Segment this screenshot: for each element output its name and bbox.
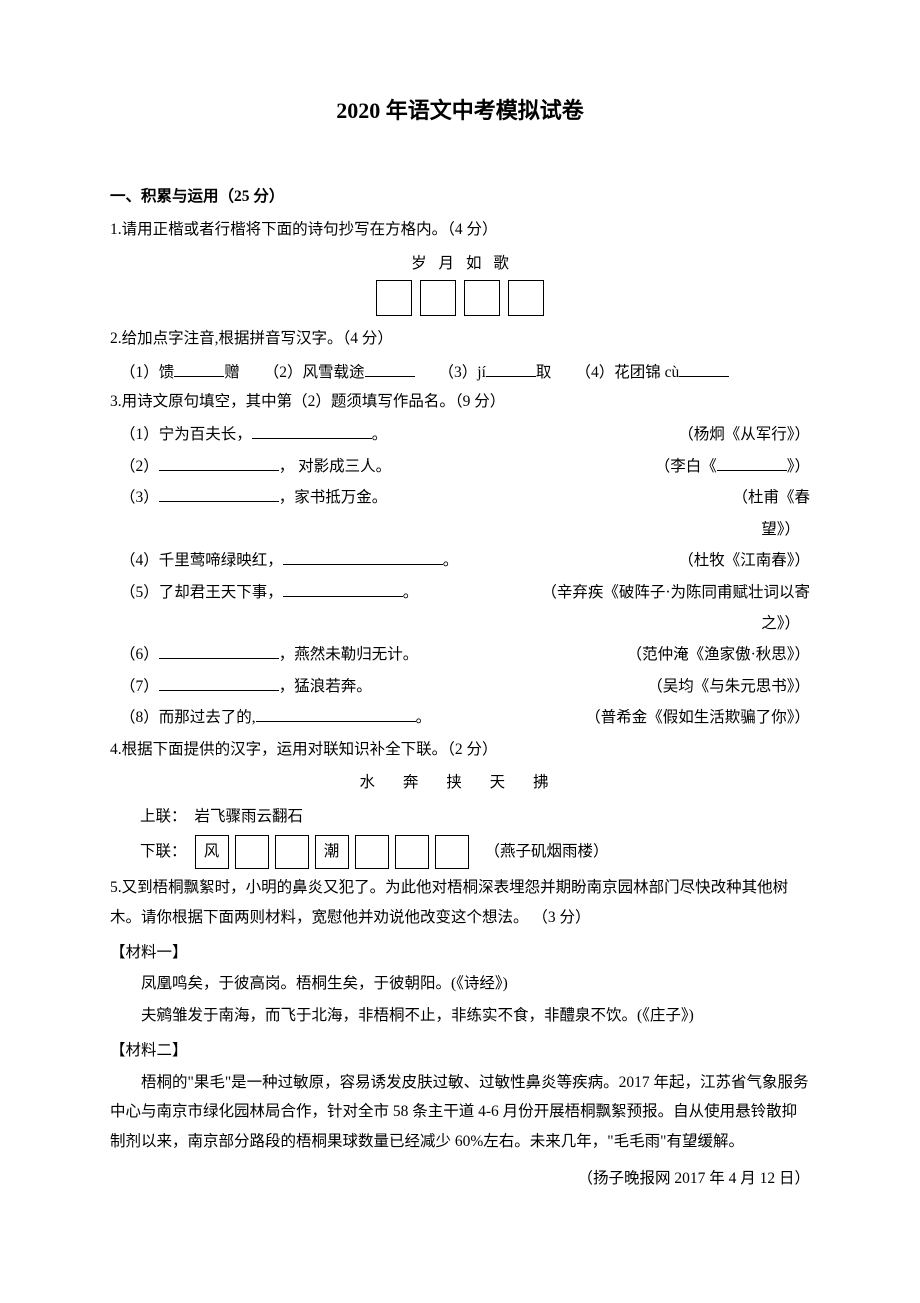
q3-5-left: （5）了却君王天下事， <box>120 584 283 601</box>
q3-6-mid: ，燕然未勒归无计。 <box>279 646 419 663</box>
q4-lower-couplet: 下联： 风 潮 （燕子矶烟雨楼） <box>140 835 810 869</box>
section-1-heading: 一、积累与运用（25 分） <box>110 182 810 211</box>
answer-box[interactable] <box>435 835 469 869</box>
answer-box[interactable] <box>464 280 500 316</box>
blank[interactable] <box>159 644 279 660</box>
q2-sub3-b: 取 <box>536 364 552 381</box>
q2-sub1-a: （1）馈 <box>120 364 174 381</box>
q1-answer-boxes <box>110 280 810 316</box>
q1-char-4: 歌 <box>493 255 509 272</box>
question-5: 5.又到梧桐飘絮时，小明的鼻炎又犯了。为此他对梧桐深表埋怨并期盼南京园林部门尽快… <box>110 873 810 932</box>
q4-upper-couplet: 上联： 岩飞骤雨云翻石 <box>140 802 810 831</box>
q1-char-2: 月 <box>439 255 455 272</box>
blank[interactable] <box>252 424 372 440</box>
q3-3-src-b: 望》） <box>110 515 800 544</box>
answer-box[interactable]: 潮 <box>315 835 349 869</box>
q2-sub2-a: （2）风雪载途 <box>264 364 365 381</box>
q3-2-left: （2） <box>120 458 159 475</box>
answer-box[interactable] <box>420 280 456 316</box>
question-1: 1.请用正楷或者行楷将下面的诗句抄写在方格内。（4 分） <box>110 215 810 244</box>
blank[interactable] <box>679 361 729 377</box>
material-1-head: 【材料一】 <box>110 938 810 967</box>
q2-sub1-b: 赠 <box>224 364 240 381</box>
question-2: 2.给加点字注音,根据拼音写汉字。（4 分） <box>110 324 810 353</box>
blank[interactable] <box>159 455 279 471</box>
q4-note: （燕子矶烟雨楼） <box>485 837 609 866</box>
q2-sub3: （3）jí 取 <box>439 358 552 387</box>
material-2-p1: 梧桐的"果毛"是一种过敏原，容易诱发皮肤过敏、过敏性鼻炎等疾病。2017 年起，… <box>110 1068 810 1156</box>
material-1-p2: 夫鹓雏发于南海，而飞于北海，非梧桐不止，非练实不食，非醴泉不饮。(《庄子》) <box>110 1001 810 1030</box>
q3-line-5: （5）了却君王天下事， 。 （辛弃疾《破阵子·为陈同甫赋壮词以寄 <box>120 578 810 607</box>
q3-3-src-a: （杜甫《春 <box>732 483 810 512</box>
material-2-head: 【材料二】 <box>110 1036 810 1065</box>
q3-6-source: （范仲淹《渔家傲·秋思》） <box>627 640 810 669</box>
q3-6-left: （6） <box>120 646 159 663</box>
exam-title: 2020 年语文中考模拟试卷 <box>110 90 810 132</box>
q3-8-end: 。 <box>416 709 432 726</box>
blank[interactable] <box>717 455 787 471</box>
q4-up-label: 上联： <box>140 802 187 831</box>
q1-char-label-row: 岁 月 如 歌 <box>110 249 810 278</box>
q3-line-7: （7） ，猛浪若奔。 （吴均《与朱元思书》） <box>120 672 810 701</box>
material-1-p1: 凤凰鸣矣，于彼高岗。梧桐生矣，于彼朝阳。(《诗经》) <box>110 969 810 998</box>
answer-box[interactable] <box>235 835 269 869</box>
q2-sub3-a: （3）jí <box>439 364 486 381</box>
q3-1-left: （1）宁为百夫长， <box>120 426 252 443</box>
blank[interactable] <box>159 675 279 691</box>
q3-8-left: （8）而那过去了的, <box>120 709 256 726</box>
blank[interactable] <box>283 550 443 566</box>
q3-line-2: （2） ， 对影成三人。 （李白《 》） <box>120 452 810 481</box>
q4-down-label: 下联： <box>140 837 187 866</box>
question-4: 4.根据下面提供的汉字，运用对联知识补全下联。（2 分） <box>110 735 810 764</box>
answer-box[interactable] <box>275 835 309 869</box>
q2-subquestions: （1）馈 赠 （2）风雪载途 （3）jí 取 （4）花团锦 cù <box>120 358 810 387</box>
q2-sub4-a: （4）花团锦 cù <box>575 364 679 381</box>
blank[interactable] <box>486 361 536 377</box>
q3-5-src-b: 之》） <box>110 609 800 638</box>
question-3: 3.用诗文原句填空，其中第（2）题须填写作品名。（9 分） <box>110 387 810 416</box>
q3-line-8: （8）而那过去了的, 。 （普希金《假如生活欺骗了你》） <box>120 703 810 732</box>
q2-sub1: （1）馈 赠 <box>120 358 240 387</box>
blank[interactable] <box>159 487 279 503</box>
q3-5-end: 。 <box>403 584 419 601</box>
q3-line-1: （1）宁为百夫长， 。 （杨炯《从军行》） <box>120 420 810 449</box>
q3-7-left: （7） <box>120 678 159 695</box>
q3-8-source: （普希金《假如生活欺骗了你》） <box>585 703 810 732</box>
material-2-source: （扬子晚报网 2017 年 4 月 12 日） <box>110 1164 810 1193</box>
q3-4-source: （杜牧《江南春》） <box>678 546 810 575</box>
answer-box[interactable] <box>376 280 412 316</box>
answer-box[interactable] <box>395 835 429 869</box>
q3-line-4: （4）千里莺啼绿映红， 。 （杜牧《江南春》） <box>120 546 810 575</box>
q3-4-left: （4）千里莺啼绿映红， <box>120 552 283 569</box>
q2-sub4: （4）花团锦 cù <box>575 358 729 387</box>
answer-box[interactable] <box>355 835 389 869</box>
q3-1-source: （杨炯《从军行》） <box>678 420 810 449</box>
answer-box[interactable]: 风 <box>195 835 229 869</box>
q2-sub2: （2）风雪载途 <box>264 358 415 387</box>
q3-3-mid: ，家书抵万金。 <box>279 489 388 506</box>
blank[interactable] <box>256 707 416 723</box>
q3-7-mid: ，猛浪若奔。 <box>279 678 372 695</box>
blank[interactable] <box>283 581 403 597</box>
answer-box[interactable] <box>508 280 544 316</box>
q3-4-end: 。 <box>443 552 459 569</box>
q4-up-text: 岩飞骤雨云翻石 <box>195 802 304 831</box>
q3-5-src-a: （辛弃疾《破阵子·为陈同甫赋壮词以寄 <box>541 578 810 607</box>
q1-char-1: 岁 <box>411 255 427 272</box>
q3-line-6: （6） ，燕然未勒归无计。 （范仲淹《渔家傲·秋思》） <box>120 640 810 669</box>
q3-2-src-b: 》） <box>787 458 810 475</box>
q1-char-3: 如 <box>466 255 482 272</box>
q3-1-end: 。 <box>372 426 388 443</box>
q3-7-source: （吴均《与朱元思书》） <box>647 672 810 701</box>
blank[interactable] <box>365 361 415 377</box>
q4-provided-chars: 水 奔 挟 天 拂 <box>110 768 810 797</box>
q3-2-mid: ， 对影成三人。 <box>279 458 391 475</box>
q3-line-3: （3） ，家书抵万金。 （杜甫《春 <box>120 483 810 512</box>
q3-3-left: （3） <box>120 489 159 506</box>
blank[interactable] <box>174 361 224 377</box>
q3-2-src-a: （李白《 <box>655 458 717 475</box>
